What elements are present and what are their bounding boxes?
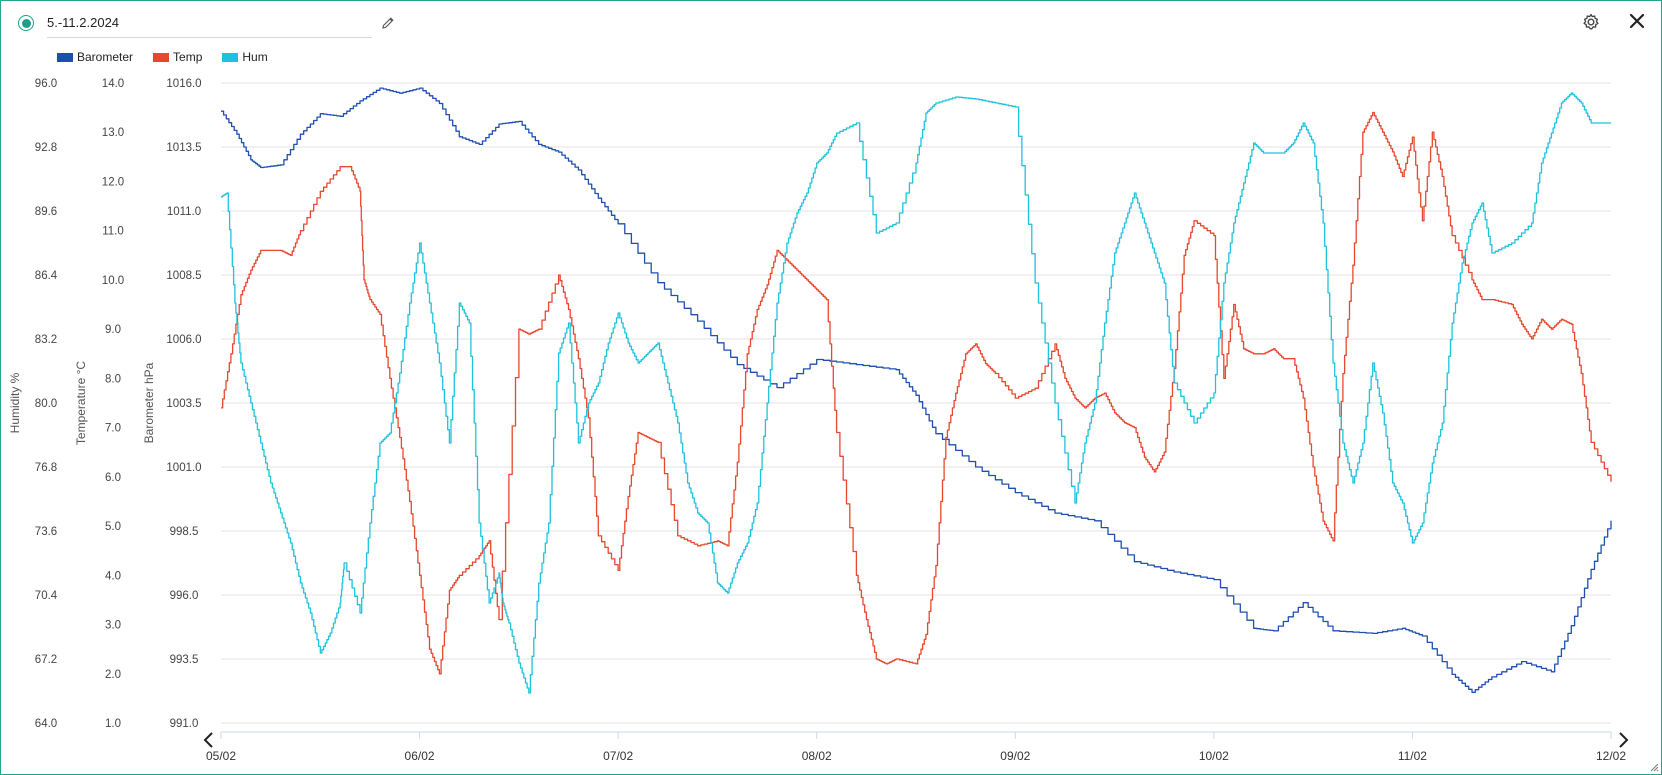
y-tick-label-temp: 11.0 <box>102 226 124 238</box>
series-line-hum <box>221 92 1611 694</box>
chevron-left-icon[interactable] <box>202 731 216 749</box>
x-tick-label: 09/02 <box>1000 749 1030 763</box>
y-tick-label-temp: 3.0 <box>105 620 121 632</box>
y-tick-label-temp: 5.0 <box>105 521 121 533</box>
x-tick-label: 07/02 <box>603 749 633 763</box>
chevron-right-icon[interactable] <box>1616 731 1630 749</box>
legend-label-hum: Hum <box>242 50 268 64</box>
y-tick-label-hum: 89.6 <box>35 206 57 218</box>
y-tick-label-baro: 991.0 <box>170 718 199 730</box>
y-tick-label-baro: 1013.5 <box>166 142 201 154</box>
y-tick-label-baro: 1008.5 <box>166 270 201 282</box>
y-tick-label-temp: 1.0 <box>105 718 121 730</box>
legend-item-barometer[interactable]: Barometer <box>57 50 133 64</box>
y-tick-label-hum: 70.4 <box>35 590 58 602</box>
y-tick-label-temp: 7.0 <box>105 423 121 435</box>
y-tick-label-baro: 996.0 <box>170 590 199 602</box>
legend-swatch-temp <box>153 52 170 62</box>
legend-item-hum[interactable]: Hum <box>222 50 268 64</box>
y-tick-label-temp: 10.0 <box>102 275 124 287</box>
y-tick-label-baro: 993.5 <box>170 654 199 666</box>
y-tick-label-temp: 8.0 <box>105 373 121 385</box>
status-dot-icon[interactable] <box>18 15 34 31</box>
y-axis-title-hum: Humidity % <box>8 372 22 433</box>
y-tick-label-temp: 14.0 <box>102 78 124 90</box>
window-header: 5.-11.2.2024 <box>1 1 1661 45</box>
x-tick-label: 06/02 <box>405 749 435 763</box>
y-tick-label-temp: 2.0 <box>105 669 121 681</box>
y-tick-label-temp: 9.0 <box>105 324 121 336</box>
y-axis-title-baro: Barometer hPa <box>142 362 156 443</box>
y-tick-label-hum: 83.2 <box>35 334 57 346</box>
gear-icon[interactable] <box>1581 12 1601 32</box>
x-tick-label: 05/02 <box>206 749 236 763</box>
chart-legend: Barometer Temp Hum <box>57 48 288 66</box>
y-tick-label-temp: 4.0 <box>105 570 121 582</box>
y-tick-label-baro: 1016.0 <box>166 78 201 90</box>
y-tick-label-hum: 73.6 <box>35 526 57 538</box>
legend-label-temp: Temp <box>173 50 203 64</box>
y-tick-label-hum: 96.0 <box>35 78 57 90</box>
y-tick-label-temp: 6.0 <box>105 472 121 484</box>
y-axis-title-temp: Temperature °C <box>74 361 88 445</box>
legend-item-temp[interactable]: Temp <box>153 50 202 64</box>
resize-grip-icon[interactable] <box>1649 762 1659 772</box>
y-tick-label-hum: 92.8 <box>35 142 57 154</box>
y-tick-label-hum: 86.4 <box>35 270 58 282</box>
x-tick-label: 08/02 <box>802 749 832 763</box>
x-tick-label: 11/02 <box>1398 749 1427 763</box>
y-tick-label-temp: 13.0 <box>102 127 124 139</box>
y-tick-label-hum: 67.2 <box>35 654 57 666</box>
y-tick-label-temp: 12.0 <box>102 176 124 188</box>
pencil-icon[interactable] <box>380 15 396 31</box>
y-tick-label-hum: 76.8 <box>35 462 57 474</box>
y-tick-label-baro: 1001.0 <box>166 462 201 474</box>
series-line-temp <box>221 111 1612 675</box>
y-tick-label-baro: 1003.5 <box>166 398 201 410</box>
y-tick-label-hum: 80.0 <box>35 398 57 410</box>
legend-label-barometer: Barometer <box>77 50 134 64</box>
y-tick-label-hum: 64.0 <box>35 718 57 730</box>
y-tick-label-baro: 1011.0 <box>167 206 201 218</box>
legend-swatch-hum <box>222 52 239 62</box>
series-line-barometer <box>221 87 1612 693</box>
x-tick-label: 12/02 <box>1596 749 1626 763</box>
y-tick-label-baro: 1006.0 <box>166 334 201 346</box>
y-tick-label-baro: 998.5 <box>170 526 199 538</box>
x-tick-label: 10/02 <box>1199 749 1229 763</box>
title-field[interactable]: 5.-11.2.2024 <box>47 9 372 38</box>
legend-swatch-barometer <box>57 52 73 62</box>
close-icon[interactable] <box>1628 12 1646 30</box>
